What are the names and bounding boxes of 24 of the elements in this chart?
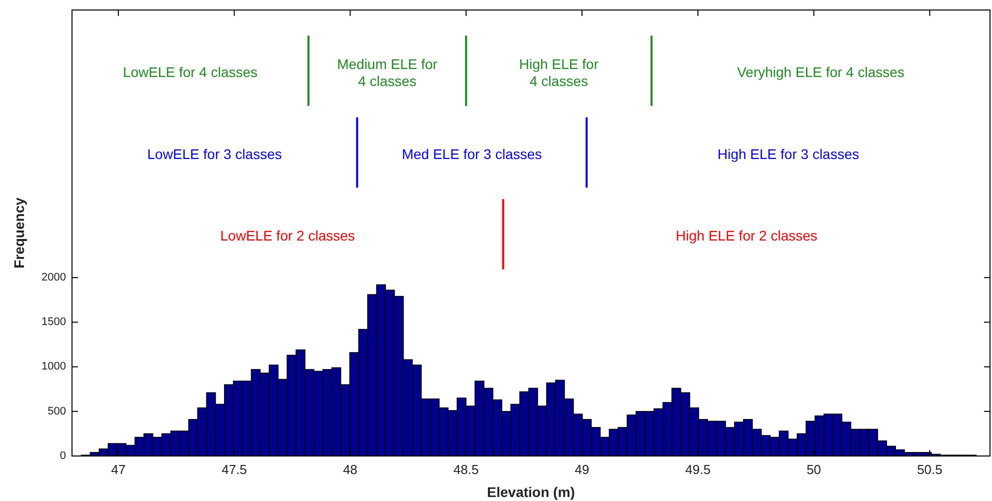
- annotation: Medium ELE for 4 classes: [337, 56, 438, 89]
- x-tick-label: 49: [574, 462, 590, 477]
- annotation: LowELE for 2 classes: [220, 227, 355, 244]
- x-tick-label: 47.5: [222, 462, 247, 477]
- y-tick-label: 1000: [42, 360, 66, 373]
- annotation: LowELE for 3 classes: [147, 146, 282, 162]
- y-axis-title: Frequency: [11, 197, 27, 268]
- x-axis-title: Elevation (m): [487, 484, 575, 500]
- annotation: Veryhigh ELE for 4 classes: [737, 64, 904, 80]
- annotation: High ELE for 4 classes: [519, 56, 599, 89]
- y-tick-label: 2000: [42, 272, 66, 284]
- x-tick-label: 48.5: [453, 462, 479, 477]
- x-tick-label: 49.5: [685, 462, 711, 477]
- y-tick-label: 1500: [42, 316, 66, 328]
- y-tick-label: 0: [60, 450, 66, 462]
- x-tick-label: 50.5: [917, 462, 942, 477]
- x-tick-label: 47: [111, 462, 126, 477]
- annotation: High ELE for 3 classes: [718, 146, 860, 162]
- x-tick-label: 48: [342, 462, 358, 477]
- annotation: LowELE for 4 classes: [122, 64, 258, 80]
- x-tick-label: 50: [806, 462, 822, 477]
- y-tick-label: 500: [48, 405, 66, 418]
- annotation: High ELE for 2 classes: [676, 227, 818, 244]
- annotation: Med ELE for 3 classes: [402, 146, 542, 162]
